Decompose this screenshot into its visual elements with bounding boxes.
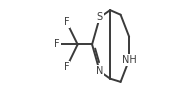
Text: N: N [96,66,103,76]
Text: F: F [54,39,60,49]
Text: F: F [64,62,69,72]
Text: S: S [97,13,103,22]
Text: F: F [64,17,69,27]
Text: NH: NH [122,55,137,65]
